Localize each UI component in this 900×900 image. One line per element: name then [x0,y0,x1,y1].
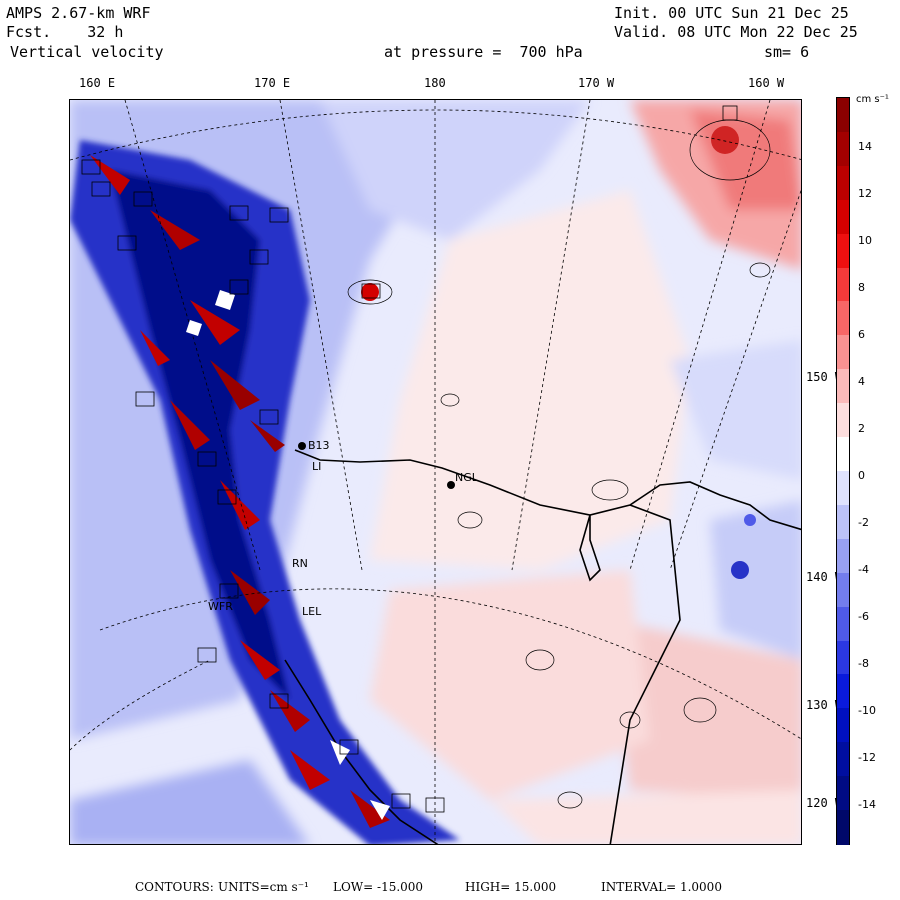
vertical-velocity-map: NGL B13 LI RN WFR LEL [69,99,802,845]
station-label-lel: LEL [302,605,322,618]
colorbar-segment [837,810,849,845]
colorbar-segment [837,504,849,540]
colorbar-segment [837,538,849,574]
footer-units: UNITS=cm s⁻¹ [218,880,309,894]
colorbar-segment [837,199,849,235]
colorbar-segment [837,776,849,811]
colorbar-tick-label: -10 [858,704,876,717]
colorbar-segment [837,674,849,709]
colorbar-segment [837,165,849,201]
map-canvas [70,100,801,844]
smoothing-value: sm= 6 [764,43,810,61]
colorbar-tick-label: 8 [858,281,865,294]
colorbar-tick-label: -6 [858,610,869,623]
colorbar-tick-label: 14 [858,140,872,153]
lon-label-160w: 160 W [748,76,785,90]
colorbar-tick-label: 10 [858,234,872,247]
colorbar-segment [837,369,849,404]
colorbar-tick-label: 12 [858,187,872,200]
colorbar-tick-label: 4 [858,375,865,388]
station-markers [298,442,455,489]
variable-title: Vertical velocity [10,43,164,61]
pressure-level: at pressure = 700 hPa [384,43,583,61]
colorbar-segment [837,267,849,303]
colorbar-segment [837,606,849,642]
forecast-hours: 32 h [87,23,124,41]
colorbar-segment [837,403,849,438]
model-title: AMPS 2.67-km WRF [6,4,151,22]
colorbar-segment [837,708,849,743]
footer-low: LOW= -15.000 [333,880,424,894]
lat-label-140w: 140 W [806,570,843,584]
lon-label-160e: 160 E [79,76,116,90]
colorbar-tick-label: 2 [858,422,865,435]
coastline-east [579,504,681,844]
colorbar-segment [837,233,849,269]
footer-high: HIGH= 15.000 [465,880,557,894]
init-time: Init. 00 UTC Sun 21 Dec 25 [614,4,849,22]
forecast-label: Fcst. 32 h [6,23,123,41]
colorbar-tick-label: 6 [858,328,865,341]
station-label-b13: B13 [308,439,330,452]
lon-label-170w: 170 W [578,76,615,90]
colorbar-segment [837,335,849,370]
colorbar-tick-label: -2 [858,516,869,529]
coastline-south [284,659,439,844]
valid-time: Valid. 08 UTC Mon 22 Dec 25 [614,23,858,41]
colorbar-tick-label: -14 [858,798,876,811]
footer-contours: CONTOURS: [135,880,214,894]
station-label-wfr: WFR [208,600,233,613]
colorbar-segment [837,98,849,133]
colorbar-segment [837,742,849,777]
colorbar-tick-label: -4 [858,563,869,576]
colorbar-tick-label: -12 [858,751,876,764]
colorbar-tick-label: 0 [858,469,865,482]
colorbar-segment [837,301,849,336]
lon-label-170e: 170 E [254,76,291,90]
lat-label-150w: 150 W [806,370,843,384]
colorbar-tick-label: -8 [858,657,869,670]
station-label-ngl: NGL [455,471,478,484]
forecast-label-text: Fcst. [6,23,52,41]
colorbar [836,97,850,845]
lat-label-120w: 120 W [806,796,843,810]
footer-interval: INTERVAL= 1.0000 [601,880,722,894]
colorbar-segment [837,640,849,676]
colorbar-segment [837,471,849,506]
colorbar-unit: cm s⁻¹ [856,94,889,105]
grid-boxes [81,105,738,813]
lon-label-180: 180 [424,76,446,90]
graticule [70,100,801,844]
station-dot-ngl [447,481,455,489]
station-label-li: LI [312,460,322,473]
colorbar-segment [837,131,849,167]
station-dot-b13 [298,442,306,450]
lat-label-130w: 130 W [806,698,843,712]
colorbar-segment [837,572,849,608]
colorbar-segment [837,437,849,472]
station-label-rn: RN [292,557,308,570]
